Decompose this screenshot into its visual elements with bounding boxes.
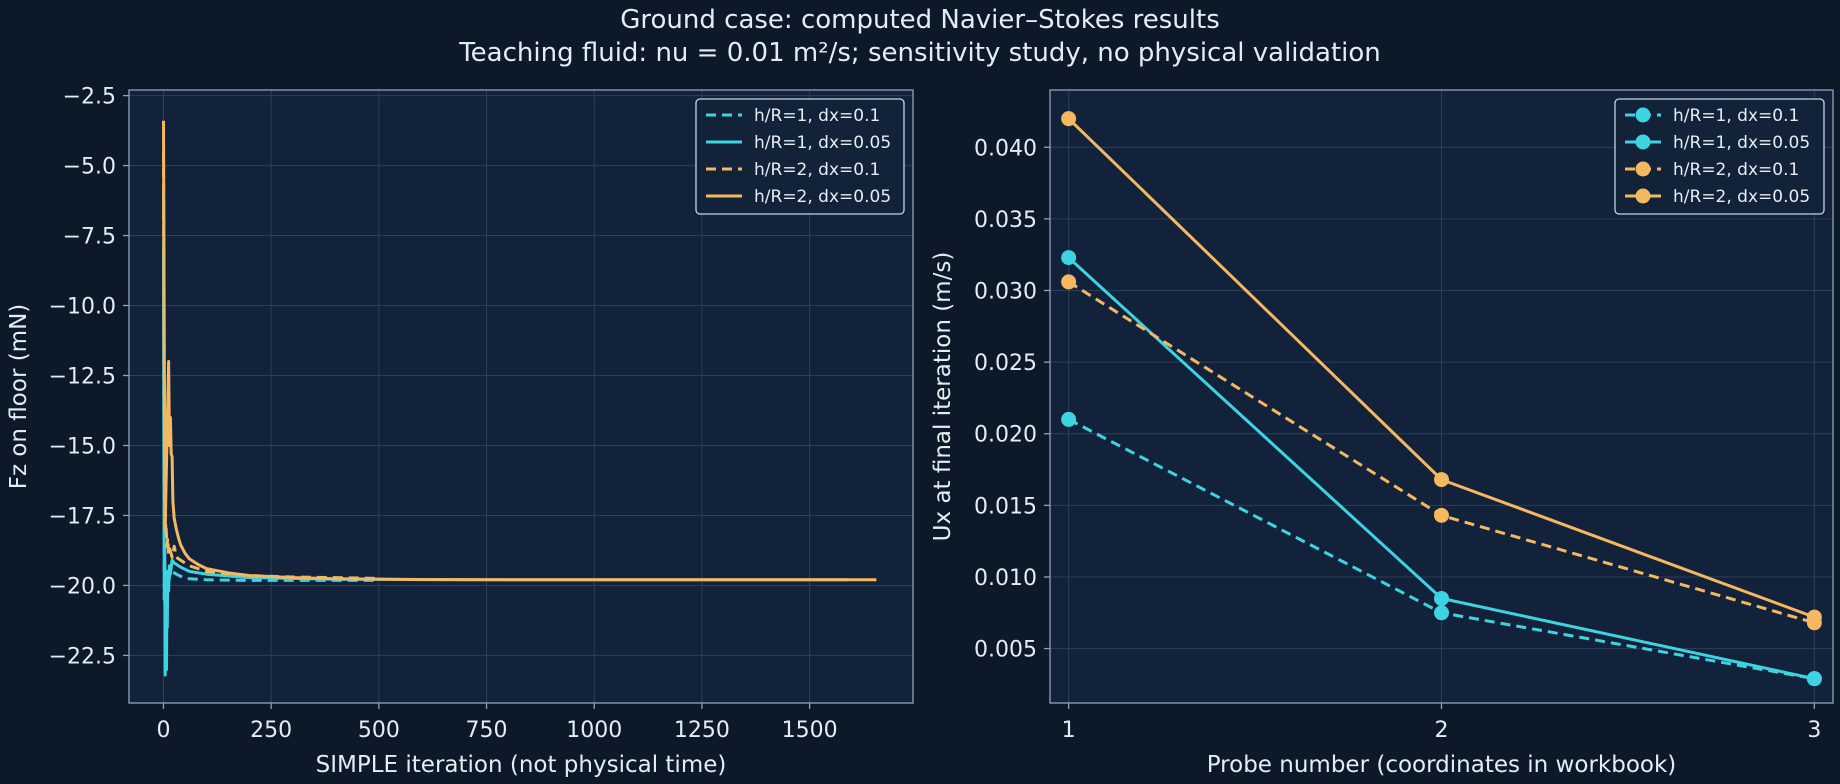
data-point (1434, 507, 1449, 523)
x-tick-label: 1250 (674, 718, 730, 743)
y-tick-label: 0.010 (974, 566, 1037, 591)
y-tick-label: 0.015 (974, 494, 1037, 519)
x-tick-label: 500 (358, 718, 400, 743)
x-tick-label: 250 (250, 718, 292, 743)
data-point (1061, 250, 1077, 266)
y-tick-label: 0.030 (974, 280, 1037, 305)
data-point (1061, 411, 1077, 427)
figure-subtitle: Teaching fluid: nu = 0.01 m²/s; sensitiv… (459, 38, 1381, 68)
legend-box (695, 98, 905, 215)
chart-panel-1: 0 250 500 750 1000 1250 1500 −22.5 −20.0 −17.5 −15… (6, 85, 914, 778)
y-tick-label: −17.5 (49, 504, 116, 529)
chart-panel-2: 1 2 3 0.005 0.010 0.015 0.020 0.025 0.030 0.035 0.… (930, 89, 1834, 778)
y-tick-label: −10.0 (49, 295, 116, 320)
y-axis-label: Fz on floor (mN) (6, 304, 32, 490)
legend-label: h/R=1, dx=0.05 (754, 133, 891, 153)
legend-marker (1635, 188, 1651, 204)
legend-marker (1635, 134, 1651, 150)
y-tick-label: 0.025 (974, 351, 1037, 376)
y-tick-label: −2.5 (63, 85, 116, 110)
data-point (1806, 671, 1822, 687)
legend: h/R=1, dx=0.1 h/R=1, dx=0.05 h/R=2, dx=0.1… (1614, 98, 1825, 215)
legend-label: h/R=1, dx=0.05 (1673, 133, 1810, 153)
y-tick-label: −12.5 (49, 365, 116, 390)
x-tick-label: 2 (1435, 718, 1449, 743)
y-tick-label: 0.020 (974, 423, 1037, 448)
figure-title: Ground case: computed Navier–Stokes resu… (620, 5, 1220, 35)
data-point (1806, 609, 1822, 625)
legend-label: h/R=2, dx=0.05 (1673, 187, 1810, 207)
y-tick-label: 0.005 (974, 638, 1037, 663)
y-tick-label: 0.035 (974, 208, 1037, 233)
legend-box (1614, 98, 1825, 215)
legend-label: h/R=2, dx=0.1 (1673, 160, 1799, 180)
data-point (1061, 274, 1077, 290)
y-tick-label: −22.5 (49, 644, 116, 669)
axes-frame (128, 89, 914, 704)
legend-marker (1635, 161, 1651, 177)
x-tick-label: 750 (466, 718, 508, 743)
legend-marker (1635, 107, 1651, 123)
series-line-2 (162, 249, 849, 677)
x-tick-label: 3 (1807, 718, 1821, 743)
x-axis-label: Probe number (coordinates in workbook) (1207, 752, 1677, 778)
x-tick-label: 0 (156, 718, 170, 743)
series-group (162, 120, 877, 677)
x-axis-label: SIMPLE iteration (not physical time) (316, 752, 727, 778)
data-point (1434, 590, 1449, 606)
x-tick-label: 1000 (566, 718, 622, 743)
y-tick-label: 0.040 (974, 136, 1037, 161)
legend-label: h/R=1, dx=0.1 (1673, 106, 1799, 126)
legend-label: h/R=1, dx=0.1 (754, 106, 880, 126)
y-axis-label: Ux at final iteration (m/s) (930, 252, 956, 542)
y-tick-label: −5.0 (63, 155, 116, 180)
legend-label: h/R=2, dx=0.1 (754, 160, 880, 180)
data-point (1061, 111, 1077, 127)
y-tick-label: −20.0 (49, 574, 116, 599)
series-line-4 (162, 120, 877, 582)
y-tick-label: −7.5 (63, 225, 116, 250)
data-point (1434, 472, 1449, 488)
x-tick-label: 1 (1062, 718, 1076, 743)
y-tick-label: −15.0 (49, 434, 116, 459)
legend-label: h/R=2, dx=0.05 (754, 187, 891, 207)
legend: h/R=1, dx=0.1 h/R=1, dx=0.05 h/R=2, dx=0.1… (695, 98, 905, 215)
series-group (1061, 111, 1822, 687)
data-point (1434, 605, 1449, 621)
x-tick-label: 1500 (782, 718, 838, 743)
